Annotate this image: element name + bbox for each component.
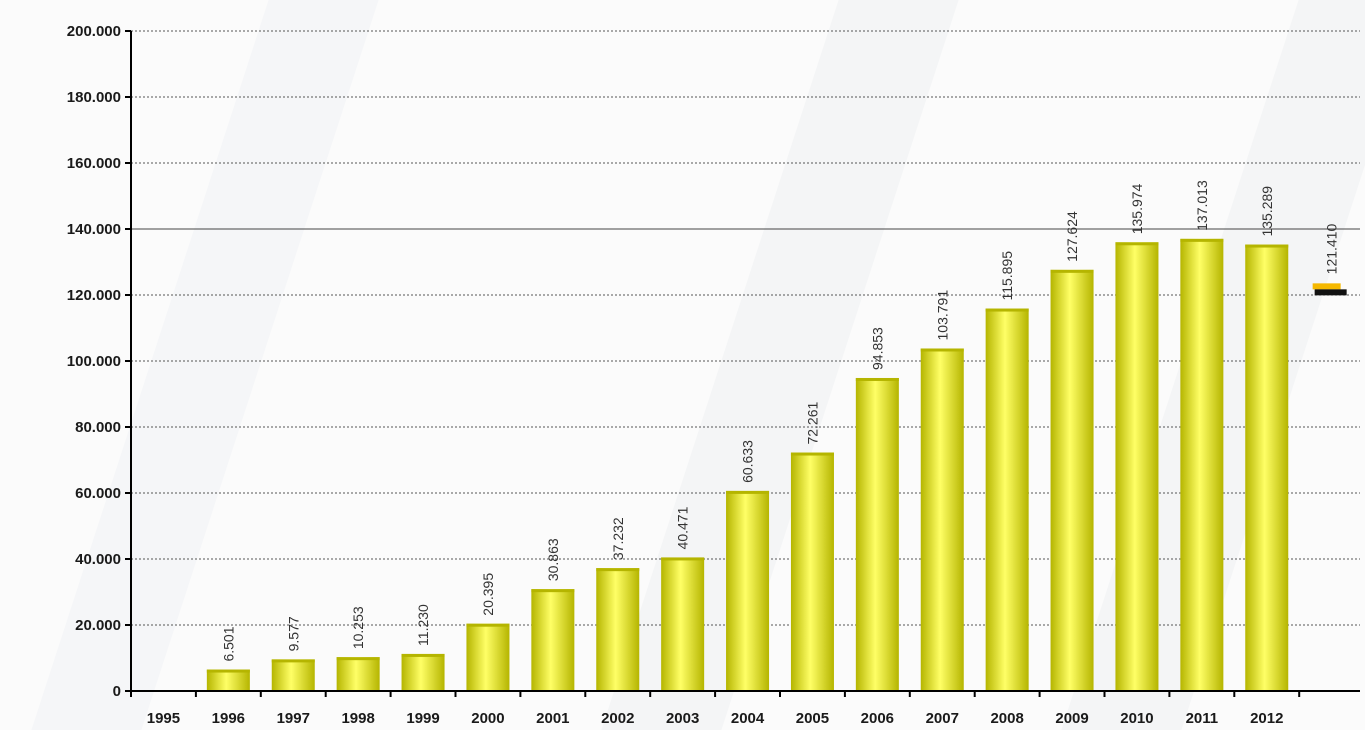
x-tick-label: 2010: [1120, 710, 1153, 727]
bar-2010: [1115, 242, 1159, 691]
bar-top-1999: [401, 653, 445, 657]
y-tick-label: 160.000: [67, 155, 121, 172]
bar-top-2000: [466, 623, 510, 627]
bar-top-2002: [596, 568, 640, 572]
data-label: 94.853: [869, 327, 885, 370]
bar-top-1998: [336, 657, 380, 661]
x-tick-label: 2012: [1250, 710, 1283, 727]
data-label: 127.624: [1064, 211, 1080, 262]
bar-top-2010: [1115, 242, 1159, 246]
data-label: 115.895: [999, 251, 1015, 301]
bar-2007: [920, 348, 964, 691]
bar-2012: [1245, 244, 1289, 691]
bar-top-2009: [1050, 269, 1094, 273]
bar-2000: [466, 623, 510, 691]
data-label: 72.261: [804, 402, 820, 445]
y-tick-label: 120.000: [67, 287, 121, 304]
bar-2003: [661, 557, 705, 691]
data-label: 11.230: [415, 604, 431, 646]
x-tick-label: 2000: [471, 710, 504, 727]
x-tick-label: 2008: [990, 710, 1023, 727]
y-axis-ticks: 0 20.000 40.000 60.000 80.000 100.000 120.000 1…: [67, 23, 131, 700]
x-tick-label: 1999: [406, 710, 439, 727]
bar-top-2007: [920, 348, 964, 352]
x-tick-label: 2006: [861, 710, 894, 727]
x-tick-label: 1996: [212, 710, 245, 727]
data-label: 6.501: [220, 626, 236, 661]
x-tick-label: 2001: [536, 710, 569, 727]
bar-top-2012: [1245, 244, 1289, 248]
y-tick-label: 0: [113, 683, 121, 700]
marker-bar-black: [1314, 289, 1347, 296]
x-axis-ticks: 1995 1996 1997 1998 1999 2000 2001 2002 2003 2004…: [147, 710, 1284, 727]
bar-1996: [206, 669, 250, 691]
y-tick-label: 20.000: [75, 617, 121, 634]
y-tick-label: 100.000: [67, 353, 121, 370]
y-tick-label: 40.000: [75, 551, 121, 568]
x-tick-label: 1995: [147, 710, 180, 727]
bar-2009: [1050, 269, 1094, 691]
y-tick-label: 180.000: [67, 89, 121, 106]
bar-top-1996: [206, 669, 250, 673]
y-tick-label: 60.000: [75, 485, 121, 502]
bar-2011: [1180, 238, 1224, 691]
x-tick-label: 2004: [731, 710, 765, 727]
x-tick-label: 1997: [277, 710, 310, 727]
x-tick-label: 2003: [666, 710, 699, 727]
x-tick-label: 2011: [1186, 710, 1219, 727]
data-label: 40.471: [675, 506, 691, 549]
x-tick-label: 2002: [601, 710, 634, 727]
x-tick-label: 1998: [341, 710, 374, 727]
bar-2006: [855, 377, 899, 691]
bar-top-2008: [985, 308, 1029, 312]
bar-1998: [336, 657, 380, 691]
data-label: 135.289: [1259, 186, 1275, 237]
data-label: 9.577: [285, 616, 301, 651]
bar-top-2006: [855, 377, 899, 381]
data-label: 137.013: [1194, 180, 1210, 231]
data-label: 10.253: [350, 606, 366, 649]
marker-bar-gold: [1312, 283, 1341, 290]
bar-2004: [726, 490, 770, 691]
bar-1999: [401, 653, 445, 691]
bar-2002: [596, 568, 640, 691]
data-labels: 6.501 9.577 10.253 11.230 20.395 30.863 37.232…: [220, 180, 1274, 662]
data-label: 60.633: [740, 440, 756, 483]
y-tick-label: 200.000: [67, 23, 121, 40]
bar-2008: [985, 308, 1029, 691]
bar-top-2001: [531, 589, 575, 593]
marker-label: 121.410: [1324, 224, 1340, 275]
bar-2001: [531, 589, 575, 691]
data-label: 135.974: [1129, 183, 1145, 234]
value-marker: 121.410: [1312, 224, 1347, 296]
data-label: 30.863: [545, 538, 561, 581]
bar-top-2005: [790, 452, 834, 456]
bar-2005: [790, 452, 834, 691]
y-tick-label: 80.000: [75, 419, 121, 436]
x-tick-label: 2009: [1055, 710, 1088, 727]
bar-top-1997: [271, 659, 315, 663]
bars: [206, 238, 1289, 691]
x-tick-label: 2005: [796, 710, 829, 727]
x-tick-label: 2007: [926, 710, 959, 727]
bar-top-2003: [661, 557, 705, 561]
bar-1997: [271, 659, 315, 691]
data-label: 20.395: [480, 573, 496, 616]
y-tick-label: 140.000: [67, 221, 121, 238]
data-label: 103.791: [934, 290, 950, 341]
data-label: 37.232: [610, 517, 626, 560]
bar-top-2004: [726, 490, 770, 494]
bar-top-2011: [1180, 238, 1224, 242]
